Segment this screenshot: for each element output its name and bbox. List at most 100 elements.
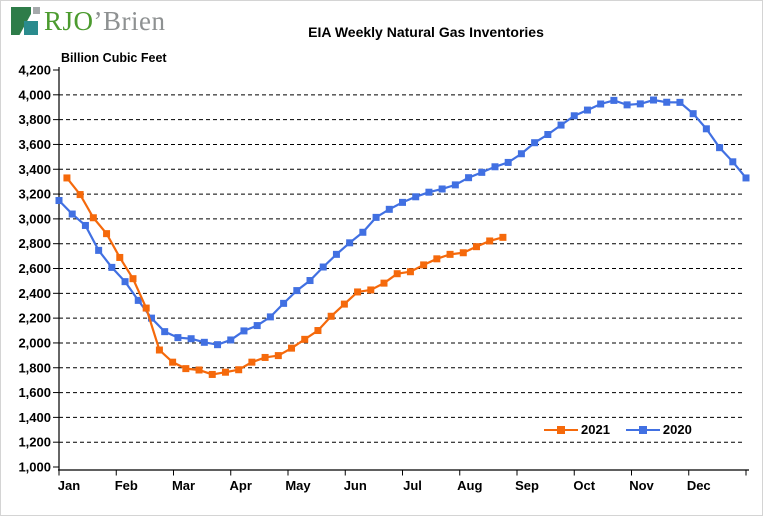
data-point-marker (531, 139, 539, 147)
data-point-marker (597, 100, 605, 108)
chart-legend: 2021 2020 (541, 421, 695, 438)
data-point-marker (676, 98, 684, 106)
data-point-marker (650, 96, 658, 104)
legend-label-2020: 2020 (662, 422, 692, 437)
data-point-marker (55, 197, 63, 205)
data-point-marker (372, 213, 380, 221)
data-point-marker (214, 341, 222, 349)
data-point-marker (306, 277, 314, 285)
logo-green-shape (11, 7, 31, 35)
logo-text-brien: ’Brien (93, 6, 166, 36)
data-point-marker (425, 188, 433, 196)
data-point-marker (486, 237, 494, 245)
y-tick-label: 4,000 (18, 87, 51, 102)
y-tick-label: 1,800 (18, 360, 51, 375)
data-point-marker (451, 181, 459, 189)
data-point-marker (570, 112, 578, 120)
data-point-marker (636, 100, 644, 108)
data-point-marker (195, 366, 203, 374)
data-point-marker (459, 249, 467, 257)
data-point-marker (134, 296, 142, 304)
legend-square-icon (557, 425, 565, 434)
series-markers-2021 (63, 174, 507, 378)
logo-wordmark: RJO’Brien (44, 6, 166, 37)
data-point-marker (557, 121, 565, 129)
data-point-marker (174, 334, 182, 342)
data-point-marker (314, 327, 322, 335)
data-point-marker (169, 358, 177, 366)
logo-teal-square (24, 21, 38, 35)
x-month-label: Jun (344, 478, 367, 493)
data-point-marker (142, 304, 150, 312)
data-point-marker (380, 279, 388, 287)
data-point-marker (472, 243, 480, 251)
legend-square-icon (638, 425, 647, 434)
y-tick-label: 2,800 (18, 236, 51, 251)
data-point-marker (517, 150, 525, 158)
data-point-marker (346, 239, 354, 247)
data-point-marker (76, 191, 84, 199)
y-tick-label: 3,600 (18, 137, 51, 152)
x-month-label: Mar (172, 478, 195, 493)
data-point-marker (261, 353, 269, 361)
x-month-label: Sep (515, 478, 539, 493)
series-line-2021 (66, 177, 504, 376)
y-tick-label: 2,400 (18, 286, 51, 301)
data-point-marker (742, 174, 750, 182)
data-point-marker (491, 163, 499, 171)
y-tick-label: 2,600 (18, 261, 51, 276)
x-month-label: Jan (58, 478, 80, 493)
data-point-marker (412, 193, 420, 201)
data-point-marker (68, 210, 76, 218)
data-point-marker (108, 263, 116, 271)
series-line-2020 (58, 98, 747, 346)
y-tick-label: 1,200 (18, 435, 51, 450)
data-point-marker (385, 205, 393, 213)
x-month-label: Jul (403, 478, 422, 493)
y-tick-label: 1,000 (18, 460, 51, 475)
y-tick-label: 2,000 (18, 335, 51, 350)
data-point-marker (161, 328, 169, 336)
data-point-marker (147, 314, 155, 322)
data-point-marker (95, 246, 103, 254)
x-month-label: Nov (629, 478, 654, 493)
data-point-marker (446, 250, 454, 258)
data-point-marker (266, 313, 274, 321)
data-point-marker (478, 168, 486, 176)
x-month-label: Dec (687, 478, 711, 493)
y-tick-label: 3,000 (18, 211, 51, 226)
data-point-marker (248, 358, 256, 366)
x-month-label: Aug (457, 478, 482, 493)
data-point-marker (319, 263, 327, 271)
legend-marker-2021 (544, 425, 578, 434)
data-point-marker (465, 174, 473, 182)
y-tick-label: 1,600 (18, 385, 51, 400)
data-point-marker (623, 101, 631, 109)
x-month-label: May (285, 478, 311, 493)
data-point-marker (702, 125, 710, 133)
data-point-marker (689, 110, 697, 118)
data-point-marker (729, 158, 737, 166)
y-tick-label: 3,400 (18, 162, 51, 177)
data-point-marker (129, 275, 137, 283)
data-point-marker (240, 327, 248, 335)
data-point-marker (187, 335, 195, 343)
data-point-marker (367, 286, 375, 294)
data-point-marker (610, 96, 618, 104)
data-point-marker (433, 255, 441, 263)
y-axis-unit-label: Billion Cubic Feet (61, 51, 167, 65)
data-point-marker (89, 214, 97, 222)
data-point-marker (504, 158, 512, 166)
data-point-marker (340, 300, 348, 308)
data-point-marker (716, 144, 724, 152)
rjo-brien-logo-icon (11, 7, 40, 35)
legend-marker-2020 (625, 425, 660, 434)
legend-item-2021: 2021 (544, 422, 610, 437)
data-point-marker (200, 338, 208, 346)
y-tick-label: 3,800 (18, 112, 51, 127)
data-point-marker (420, 261, 428, 269)
data-point-marker (438, 185, 446, 193)
data-point-marker (227, 336, 235, 344)
